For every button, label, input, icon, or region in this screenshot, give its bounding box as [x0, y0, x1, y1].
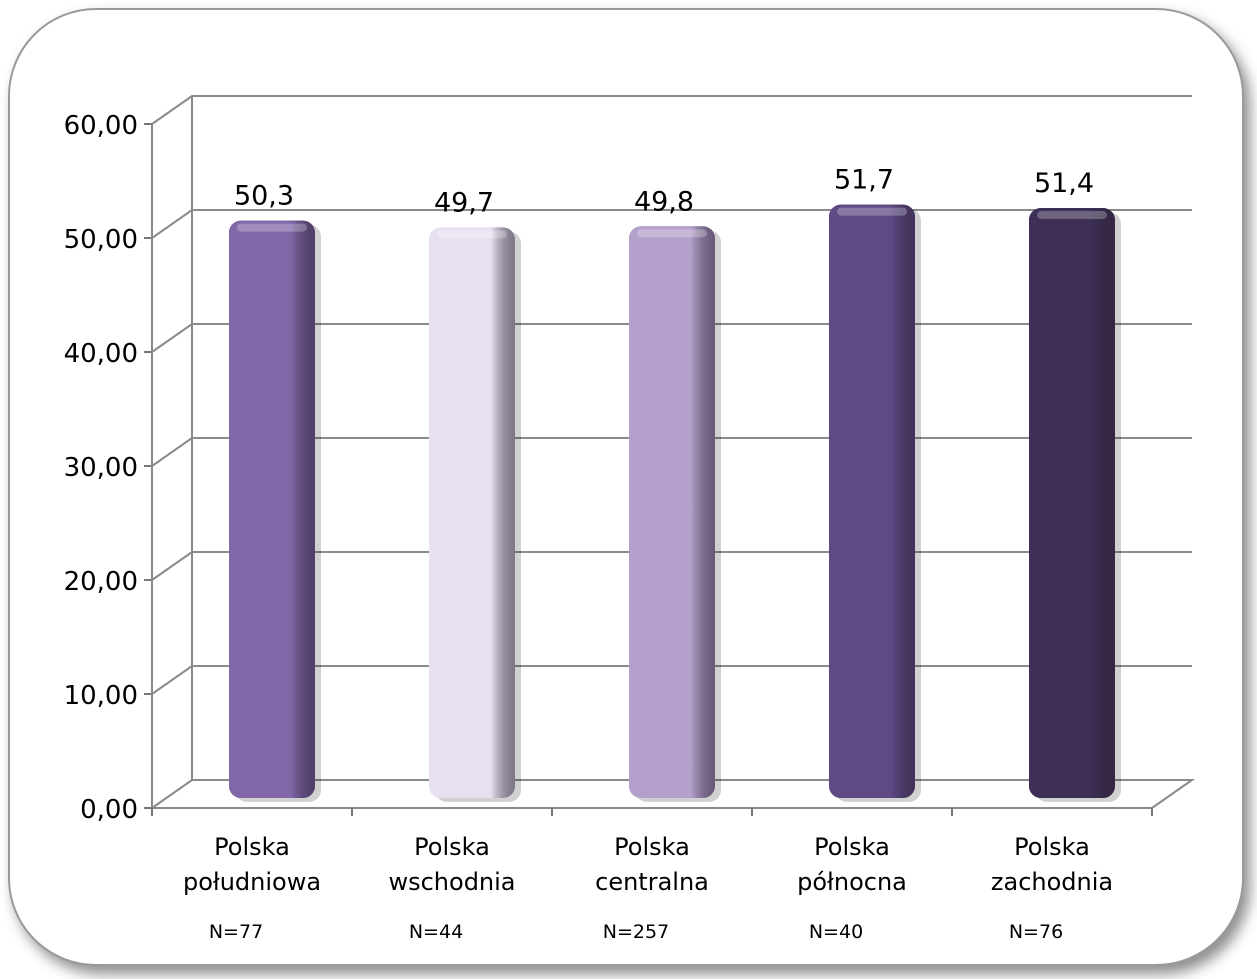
x-category-label: centralna: [595, 868, 709, 896]
data-labels: 50,3 49,7 49,8 51,7 51,4: [234, 165, 1094, 219]
x-category-label: wschodnia: [388, 868, 515, 896]
x-category-label: północna: [797, 868, 907, 896]
bar-shading: [229, 220, 315, 798]
bar-shading: [1029, 208, 1115, 799]
y-tick-label: 0,00: [80, 795, 138, 825]
y-axis: 0,00 10,00 20,00 30,00 40,00 50,00 60,00: [64, 96, 193, 825]
x-category-label: Polska: [814, 833, 890, 861]
bars: [229, 204, 1121, 803]
data-label: 50,3: [234, 181, 294, 212]
bar-highlight: [637, 229, 707, 238]
bar-highlight: [237, 223, 307, 232]
x-category-label: Polska: [414, 833, 490, 861]
y-tick-label: 20,00: [64, 567, 138, 597]
x-category-label: Polska: [614, 833, 690, 861]
x-axis: Polska południowa N=77 Polska wschodnia N=44 P…: [151, 807, 1153, 943]
x-category-label: Polska: [214, 833, 290, 861]
y-tick-label: 40,00: [64, 339, 138, 369]
bar-highlight: [837, 207, 907, 216]
data-label: 51,4: [1034, 168, 1094, 199]
bar-highlight: [437, 230, 507, 239]
sample-size-label: N=257: [603, 921, 669, 943]
x-category-label: zachodnia: [991, 868, 1113, 896]
sample-size-label: N=44: [409, 921, 463, 943]
x-category-label: południowa: [183, 868, 321, 896]
sample-size-label: N=77: [209, 921, 263, 943]
sample-size-label: N=76: [1009, 921, 1063, 943]
gridline: [151, 95, 1192, 125]
data-label: 51,7: [834, 165, 894, 196]
bar-highlight: [1037, 211, 1107, 220]
data-label: 49,7: [434, 187, 494, 218]
y-tick-label: 50,00: [64, 225, 138, 255]
sample-size-label: N=40: [809, 921, 863, 943]
bar-shading: [429, 227, 515, 799]
y-tick-label: 60,00: [64, 111, 138, 141]
y-tick-label: 30,00: [64, 453, 138, 483]
x-category-label: Polska: [1014, 833, 1090, 861]
y-tick-label: 10,00: [64, 681, 138, 711]
bar-shading: [629, 226, 715, 798]
bar-shading: [829, 204, 915, 798]
data-label: 49,8: [634, 186, 694, 217]
